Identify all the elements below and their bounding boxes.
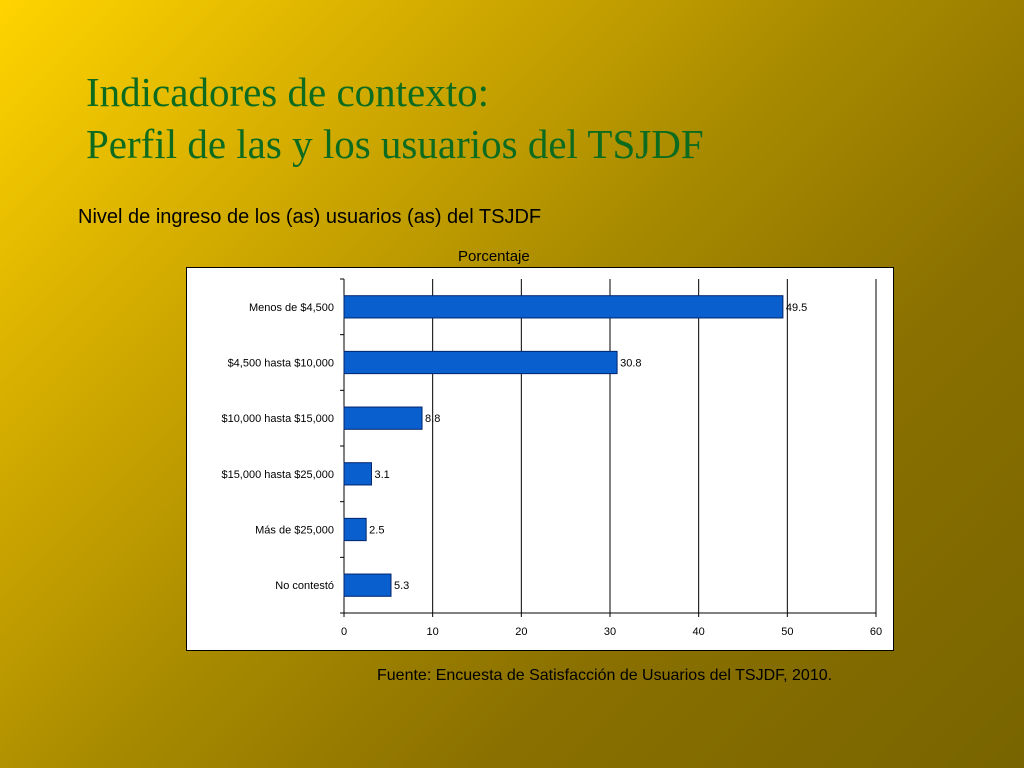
slide-title-line1: Indicadores de contexto: [86, 69, 490, 115]
chart-title: Porcentaje [458, 248, 530, 265]
slide-title: Indicadores de contexto: Perfil de las y… [86, 66, 704, 170]
category-label: Menos de $4,500 [249, 302, 334, 314]
x-tick-label: 20 [515, 626, 527, 638]
chart-subtitle: Nivel de ingreso de los (as) usuarios (a… [78, 206, 542, 228]
category-label: No contestó [275, 580, 334, 592]
x-tick-label: 30 [604, 626, 616, 638]
category-label: $15,000 hasta $25,000 [221, 469, 334, 481]
bar [343, 517, 367, 542]
data-label: 5.3 [394, 580, 409, 592]
bar [343, 350, 618, 375]
bar [343, 573, 392, 597]
bar [343, 462, 372, 486]
chart-area: 0 10 20 30 40 50 60 Menos de $4,500 49.5 $4,500 h… [186, 267, 894, 651]
x-tick-label: 10 [427, 626, 439, 638]
slide-title-line2: Perfil de las y los usuarios del TSJDF [86, 121, 704, 167]
category-label: $4,500 hasta $10,000 [228, 358, 334, 370]
source-note: Fuente: Encuesta de Satisfacción de Usua… [377, 667, 833, 684]
x-tick-label: 60 [870, 626, 882, 638]
data-label: 49.5 [786, 302, 807, 314]
category-label: $10,000 hasta $15,000 [221, 413, 334, 425]
bar [343, 406, 423, 430]
category-label: Más de $25,000 [255, 525, 334, 537]
data-label: 8.8 [425, 413, 440, 425]
data-label: 30.8 [620, 358, 641, 370]
x-tick-label: 50 [781, 626, 793, 638]
x-tick-label: 0 [341, 626, 347, 638]
data-label: 2.5 [369, 525, 384, 537]
data-label: 3.1 [374, 469, 389, 481]
x-tick-label: 40 [693, 626, 705, 638]
bar-chart: 0 10 20 30 40 50 60 Menos de $4,500 49.5 $4,500 h… [221, 278, 882, 638]
bar [343, 295, 784, 319]
